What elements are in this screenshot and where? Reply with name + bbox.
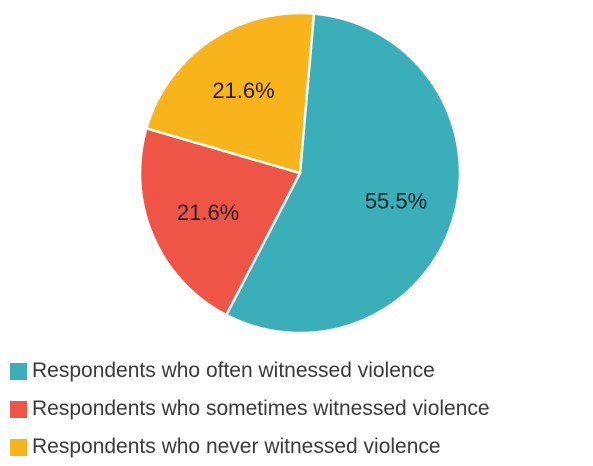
legend-label: Respondents who never witnessed violence — [32, 435, 441, 458]
legend-item: Respondents who never witnessed violence — [10, 428, 490, 466]
legend-item: Respondents who sometimes witnessed viol… — [10, 390, 490, 428]
legend-swatch — [10, 438, 27, 456]
pie-slice-labels: 55.5% 21.6% 21.6% — [177, 78, 427, 225]
slice-value-label: 21.6% — [212, 78, 274, 103]
pie-slices — [138, 11, 462, 335]
legend-swatch — [10, 362, 27, 380]
legend: Respondents who often witnessed violence… — [10, 352, 490, 466]
pie-slice — [225, 12, 462, 335]
pie-slice — [145, 11, 316, 175]
legend-item: Respondents who often witnessed violence — [10, 352, 490, 390]
legend-label: Respondents who sometimes witnessed viol… — [32, 397, 490, 420]
pie-slice — [138, 127, 302, 317]
slice-value-label: 55.5% — [365, 188, 427, 213]
legend-label: Respondents who often witnessed violence — [32, 359, 435, 382]
legend-swatch — [10, 400, 27, 418]
slice-value-label: 21.6% — [177, 200, 239, 225]
pie-chart: 55.5% 21.6% 21.6% — [138, 11, 462, 335]
